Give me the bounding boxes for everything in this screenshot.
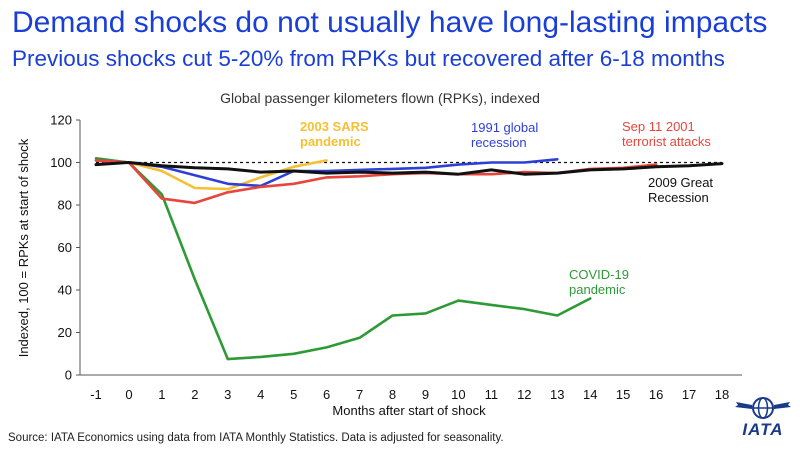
series-label-3: 2009 Great Recession — [648, 175, 713, 205]
x-tick-label: 1 — [158, 387, 165, 402]
x-tick-label: 6 — [323, 387, 330, 402]
series-lines — [94, 157, 724, 361]
y-tick-label: 20 — [58, 325, 72, 340]
y-tick-label: 40 — [58, 283, 72, 298]
series-label-line: COVID-19 — [569, 267, 629, 282]
x-axis-label: Months after start of shock — [332, 403, 486, 418]
series-label-line: 1991 global — [471, 120, 538, 135]
page-title: Demand shocks do not usually have long-l… — [12, 6, 768, 39]
y-tick-label: 0 — [65, 368, 72, 383]
y-tick-label: 80 — [58, 198, 72, 213]
series-label-0: 2003 SARS pandemic — [300, 119, 369, 149]
series-label-line: pandemic — [300, 134, 361, 149]
x-tick-label: 14 — [583, 387, 597, 402]
x-tick-label: 7 — [356, 387, 363, 402]
chart-title: Global passenger kilometers flown (RPKs)… — [220, 90, 540, 106]
x-tick-label: 12 — [517, 387, 531, 402]
x-tick-label: 9 — [422, 387, 429, 402]
x-tick-label: 8 — [389, 387, 396, 402]
globe-wings-icon — [735, 397, 791, 419]
iata-logo: IATA — [733, 393, 793, 443]
series-line-4 — [94, 157, 592, 361]
x-tick-label: 5 — [290, 387, 297, 402]
x-tick-label: 10 — [451, 387, 465, 402]
y-tick-label: 100 — [50, 155, 72, 170]
series-line-1 — [94, 158, 559, 188]
x-tick-label: 13 — [550, 387, 564, 402]
series-label-line: pandemic — [569, 282, 626, 297]
x-tick-label: 15 — [616, 387, 630, 402]
y-tick-label: 120 — [50, 113, 72, 128]
series-label-line: terrorist attacks — [622, 134, 711, 149]
x-tick-label: 3 — [224, 387, 231, 402]
source-note: Source: IATA Economics using data from I… — [8, 432, 504, 444]
series-label-line: Recession — [648, 190, 709, 205]
y-tick-label: 60 — [58, 240, 72, 255]
logo-text: IATA — [742, 420, 784, 439]
x-tick-label: 18 — [715, 387, 729, 402]
x-tick-label: 4 — [257, 387, 264, 402]
x-tick-label: 16 — [649, 387, 663, 402]
y-axis-label: Indexed, 100 = RPKs at start of shock — [16, 138, 31, 357]
series-label-1: 1991 global recession — [471, 120, 538, 150]
series-label-4: COVID-19 pandemic — [569, 267, 629, 297]
series-label-line: 2009 Great — [648, 175, 713, 190]
series-label-2: Sep 11 2001 terrorist attacks — [622, 119, 711, 149]
series-label-line: 2003 SARS — [300, 119, 369, 134]
series-line-3 — [94, 161, 724, 176]
x-tick-label: 0 — [125, 387, 132, 402]
page-subtitle: Previous shocks cut 5-20% from RPKs but … — [12, 46, 725, 71]
x-tick-label: 17 — [682, 387, 696, 402]
series-label-line: Sep 11 2001 — [622, 119, 695, 134]
x-tick-label: -1 — [90, 387, 102, 402]
series-label-line: recession — [471, 135, 527, 150]
x-tick-label: 11 — [485, 387, 499, 402]
x-tick-label: 2 — [191, 387, 198, 402]
